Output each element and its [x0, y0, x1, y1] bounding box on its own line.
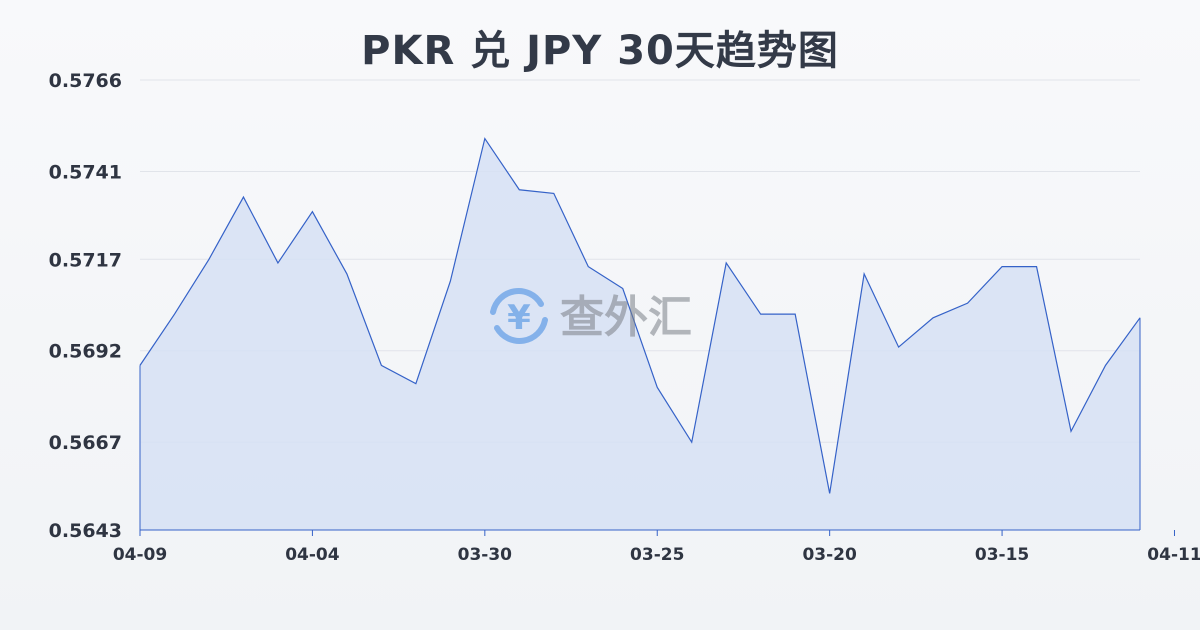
chart-title: PKR 兑 JPY 30天趋势图: [361, 28, 839, 74]
x-tick-label: 03-15: [975, 545, 1029, 565]
x-tick-label: 03-25: [630, 545, 684, 565]
watermark-arc-bottom: [494, 317, 548, 344]
y-tick-label: 0.5643: [49, 520, 122, 542]
watermark-arc-top: [490, 288, 544, 315]
y-tick-label: 0.5667: [49, 432, 122, 454]
x-tick-label: 04-11: [1147, 545, 1200, 565]
x-tick-label: 04-09: [113, 545, 167, 565]
x-tick-label: 03-20: [802, 545, 857, 565]
watermark-text: 查外汇: [560, 292, 692, 343]
x-tick-label: 04-04: [285, 545, 340, 565]
y-tick-label: 0.5766: [49, 70, 122, 92]
yen-exchange-icon: ¥: [507, 298, 531, 338]
y-tick-label: 0.5717: [49, 249, 122, 271]
series-area: [140, 138, 1140, 531]
y-tick-label: 0.5741: [49, 161, 122, 183]
x-tick-label: 03-30: [458, 545, 513, 565]
y-tick-label: 0.5692: [49, 341, 122, 363]
series-line: [139, 137, 1141, 494]
